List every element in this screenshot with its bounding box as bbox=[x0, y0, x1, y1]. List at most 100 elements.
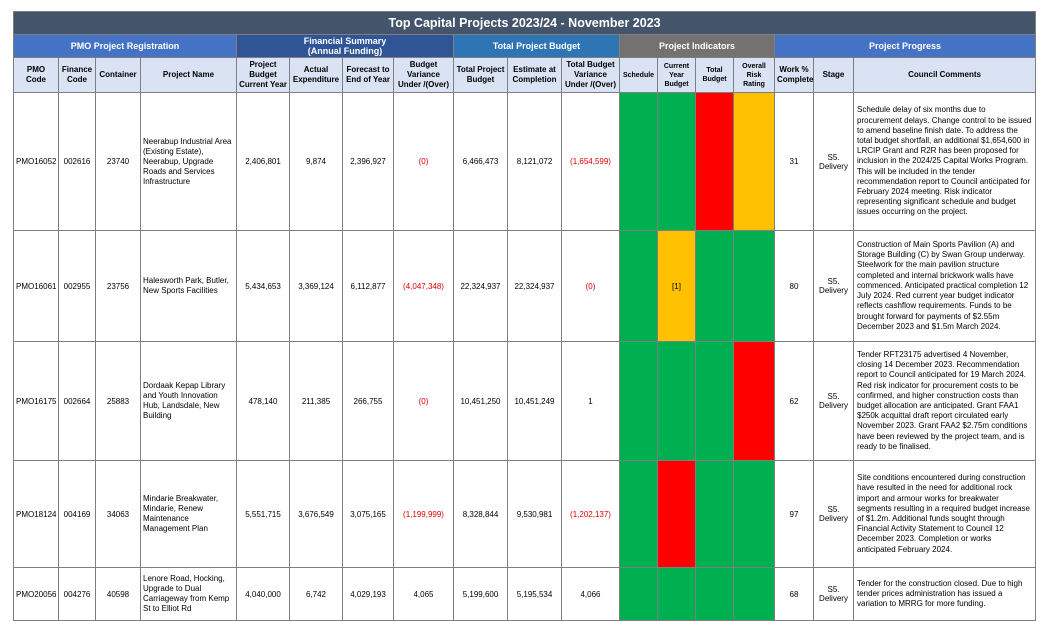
group-total-project-budget: Total Project Budget bbox=[453, 34, 620, 58]
project-name-cell: Halesworth Park, Butler, New Sports Faci… bbox=[140, 230, 237, 342]
header-budget-variance: Budget Variance Under /(Over) bbox=[393, 57, 454, 93]
estimate-cell: 10,451,249 bbox=[507, 341, 562, 461]
table-row: PMO16052 002616 23740 Neerabup Industria… bbox=[13, 92, 1037, 231]
header-current-year-budget: Current Year Budget bbox=[657, 57, 696, 93]
container-cell: 23740 bbox=[95, 92, 141, 231]
finance-code-cell: 004276 bbox=[58, 567, 96, 621]
overall-risk-indicator bbox=[733, 567, 775, 621]
pmo-code-cell: PMO16175 bbox=[13, 341, 59, 461]
total-budget-indicator bbox=[695, 567, 734, 621]
stage-cell: S5. Delivery bbox=[813, 341, 854, 461]
actual-cell: 3,369,124 bbox=[289, 230, 343, 342]
stage-cell: S5. Delivery bbox=[813, 230, 854, 342]
group-project-indicators: Project Indicators bbox=[619, 34, 775, 58]
header-container: Container bbox=[95, 57, 141, 93]
container-cell: 40598 bbox=[95, 567, 141, 621]
total-budget-cell: 10,451,250 bbox=[453, 341, 508, 461]
variance-cell: 4,065 bbox=[393, 567, 454, 621]
actual-cell: 211,385 bbox=[289, 341, 343, 461]
current-year-budget-indicator: [1] bbox=[657, 230, 696, 342]
work-complete-cell: 68 bbox=[774, 567, 814, 621]
project-budget-cell: 478,140 bbox=[236, 341, 290, 461]
forecast-cell: 3,075,165 bbox=[342, 460, 394, 568]
pmo-code-cell: PMO20056 bbox=[13, 567, 59, 621]
header-finance-code: Finance Code bbox=[58, 57, 96, 93]
work-complete-cell: 97 bbox=[774, 460, 814, 568]
project-budget-cell: 5,434,653 bbox=[236, 230, 290, 342]
current-year-budget-indicator bbox=[657, 460, 696, 568]
total-budget-cell: 8,328,844 bbox=[453, 460, 508, 568]
total-variance-cell: 4,066 bbox=[561, 567, 620, 621]
project-name-cell: Dordaak Kepap Library and Youth Innovati… bbox=[140, 341, 237, 461]
table-row: PMO20056 004276 40598 Lenore Road, Hocki… bbox=[13, 567, 1037, 621]
total-budget-indicator bbox=[695, 460, 734, 568]
overall-risk-indicator bbox=[733, 230, 775, 342]
header-schedule: Schedule bbox=[619, 57, 658, 93]
total-budget-indicator bbox=[695, 341, 734, 461]
schedule-indicator bbox=[619, 460, 658, 568]
work-complete-cell: 31 bbox=[774, 92, 814, 231]
container-cell: 34063 bbox=[95, 460, 141, 568]
header-project-name: Project Name bbox=[140, 57, 237, 93]
pmo-code-cell: PMO18124 bbox=[13, 460, 59, 568]
stage-cell: S5. Delivery bbox=[813, 567, 854, 621]
pmo-code-cell: PMO16052 bbox=[13, 92, 59, 231]
finance-code-cell: 002616 bbox=[58, 92, 96, 231]
group-project-progress: Project Progress bbox=[773, 34, 1037, 58]
header-total-project-budget: Total Project Budget bbox=[453, 57, 508, 93]
report-title: Top Capital Projects 2023/24 - November … bbox=[12, 11, 1037, 35]
total-budget-indicator bbox=[695, 230, 734, 342]
actual-cell: 6,742 bbox=[289, 567, 343, 621]
finance-code-cell: 002955 bbox=[58, 230, 96, 342]
estimate-cell: 22,324,937 bbox=[507, 230, 562, 342]
project-name-cell: Mindarie Breakwater, Mindarie, Renew Mai… bbox=[140, 460, 237, 568]
header-comments: Council Comments bbox=[852, 57, 1037, 93]
variance-cell: (4,047,348) bbox=[393, 230, 454, 342]
schedule-indicator bbox=[619, 230, 658, 342]
forecast-cell: 2,396,927 bbox=[342, 92, 394, 231]
work-complete-cell: 80 bbox=[774, 230, 814, 342]
total-budget-cell: 5,199,600 bbox=[453, 567, 508, 621]
container-cell: 23756 bbox=[95, 230, 141, 342]
comment-cell: Tender RFT23175 advertised 4 November, c… bbox=[852, 341, 1037, 461]
header-overall-risk: Overall Risk Rating bbox=[733, 57, 775, 93]
forecast-cell: 6,112,877 bbox=[342, 230, 394, 342]
header-pmo-code: PMO Code bbox=[13, 57, 59, 93]
header-total-variance: Total Budget Variance Under /(Over) bbox=[561, 57, 620, 93]
overall-risk-indicator bbox=[733, 460, 775, 568]
group-financial-summary: Financial Summary (Annual Funding) bbox=[236, 34, 454, 58]
total-budget-cell: 6,466,473 bbox=[453, 92, 508, 231]
finance-code-cell: 002664 bbox=[58, 341, 96, 461]
work-complete-cell: 62 bbox=[774, 341, 814, 461]
table-row: PMO16175 002664 25883 Dordaak Kepap Libr… bbox=[13, 341, 1037, 461]
header-total-budget: Total Budget bbox=[695, 57, 734, 93]
container-cell: 25883 bbox=[95, 341, 141, 461]
total-variance-cell: (0) bbox=[561, 230, 620, 342]
project-name-cell: Neerabup Industrial Area (Existing Estat… bbox=[140, 92, 237, 231]
table-row: PMO18124 004169 34063 Mindarie Breakwate… bbox=[13, 460, 1037, 568]
total-variance-cell: (1,654,599) bbox=[561, 92, 620, 231]
header-stage: Stage bbox=[813, 57, 854, 93]
estimate-cell: 9,530,981 bbox=[507, 460, 562, 568]
forecast-cell: 4,029,193 bbox=[342, 567, 394, 621]
comment-cell: Schedule delay of six months due to proc… bbox=[852, 92, 1037, 231]
header-work-complete: Work % Complete bbox=[774, 57, 814, 93]
stage-cell: S5. Delivery bbox=[813, 92, 854, 231]
project-budget-cell: 4,040,000 bbox=[236, 567, 290, 621]
variance-cell: (0) bbox=[393, 341, 454, 461]
comment-cell: Site conditions encountered during const… bbox=[852, 460, 1037, 568]
stage-cell: S5. Delivery bbox=[813, 460, 854, 568]
header-actual-expenditure: Actual Expenditure bbox=[289, 57, 343, 93]
group-pmo-registration: PMO Project Registration bbox=[13, 34, 237, 58]
header-project-budget: Project Budget Current Year bbox=[236, 57, 290, 93]
total-budget-cell: 22,324,937 bbox=[453, 230, 508, 342]
finance-code-cell: 004169 bbox=[58, 460, 96, 568]
schedule-indicator bbox=[619, 567, 658, 621]
schedule-indicator bbox=[619, 341, 658, 461]
total-variance-cell: 1 bbox=[561, 341, 620, 461]
estimate-cell: 8,121,072 bbox=[507, 92, 562, 231]
total-variance-cell: (1,202,137) bbox=[561, 460, 620, 568]
current-year-budget-indicator bbox=[657, 92, 696, 231]
total-budget-indicator bbox=[695, 92, 734, 231]
actual-cell: 3,676,549 bbox=[289, 460, 343, 568]
